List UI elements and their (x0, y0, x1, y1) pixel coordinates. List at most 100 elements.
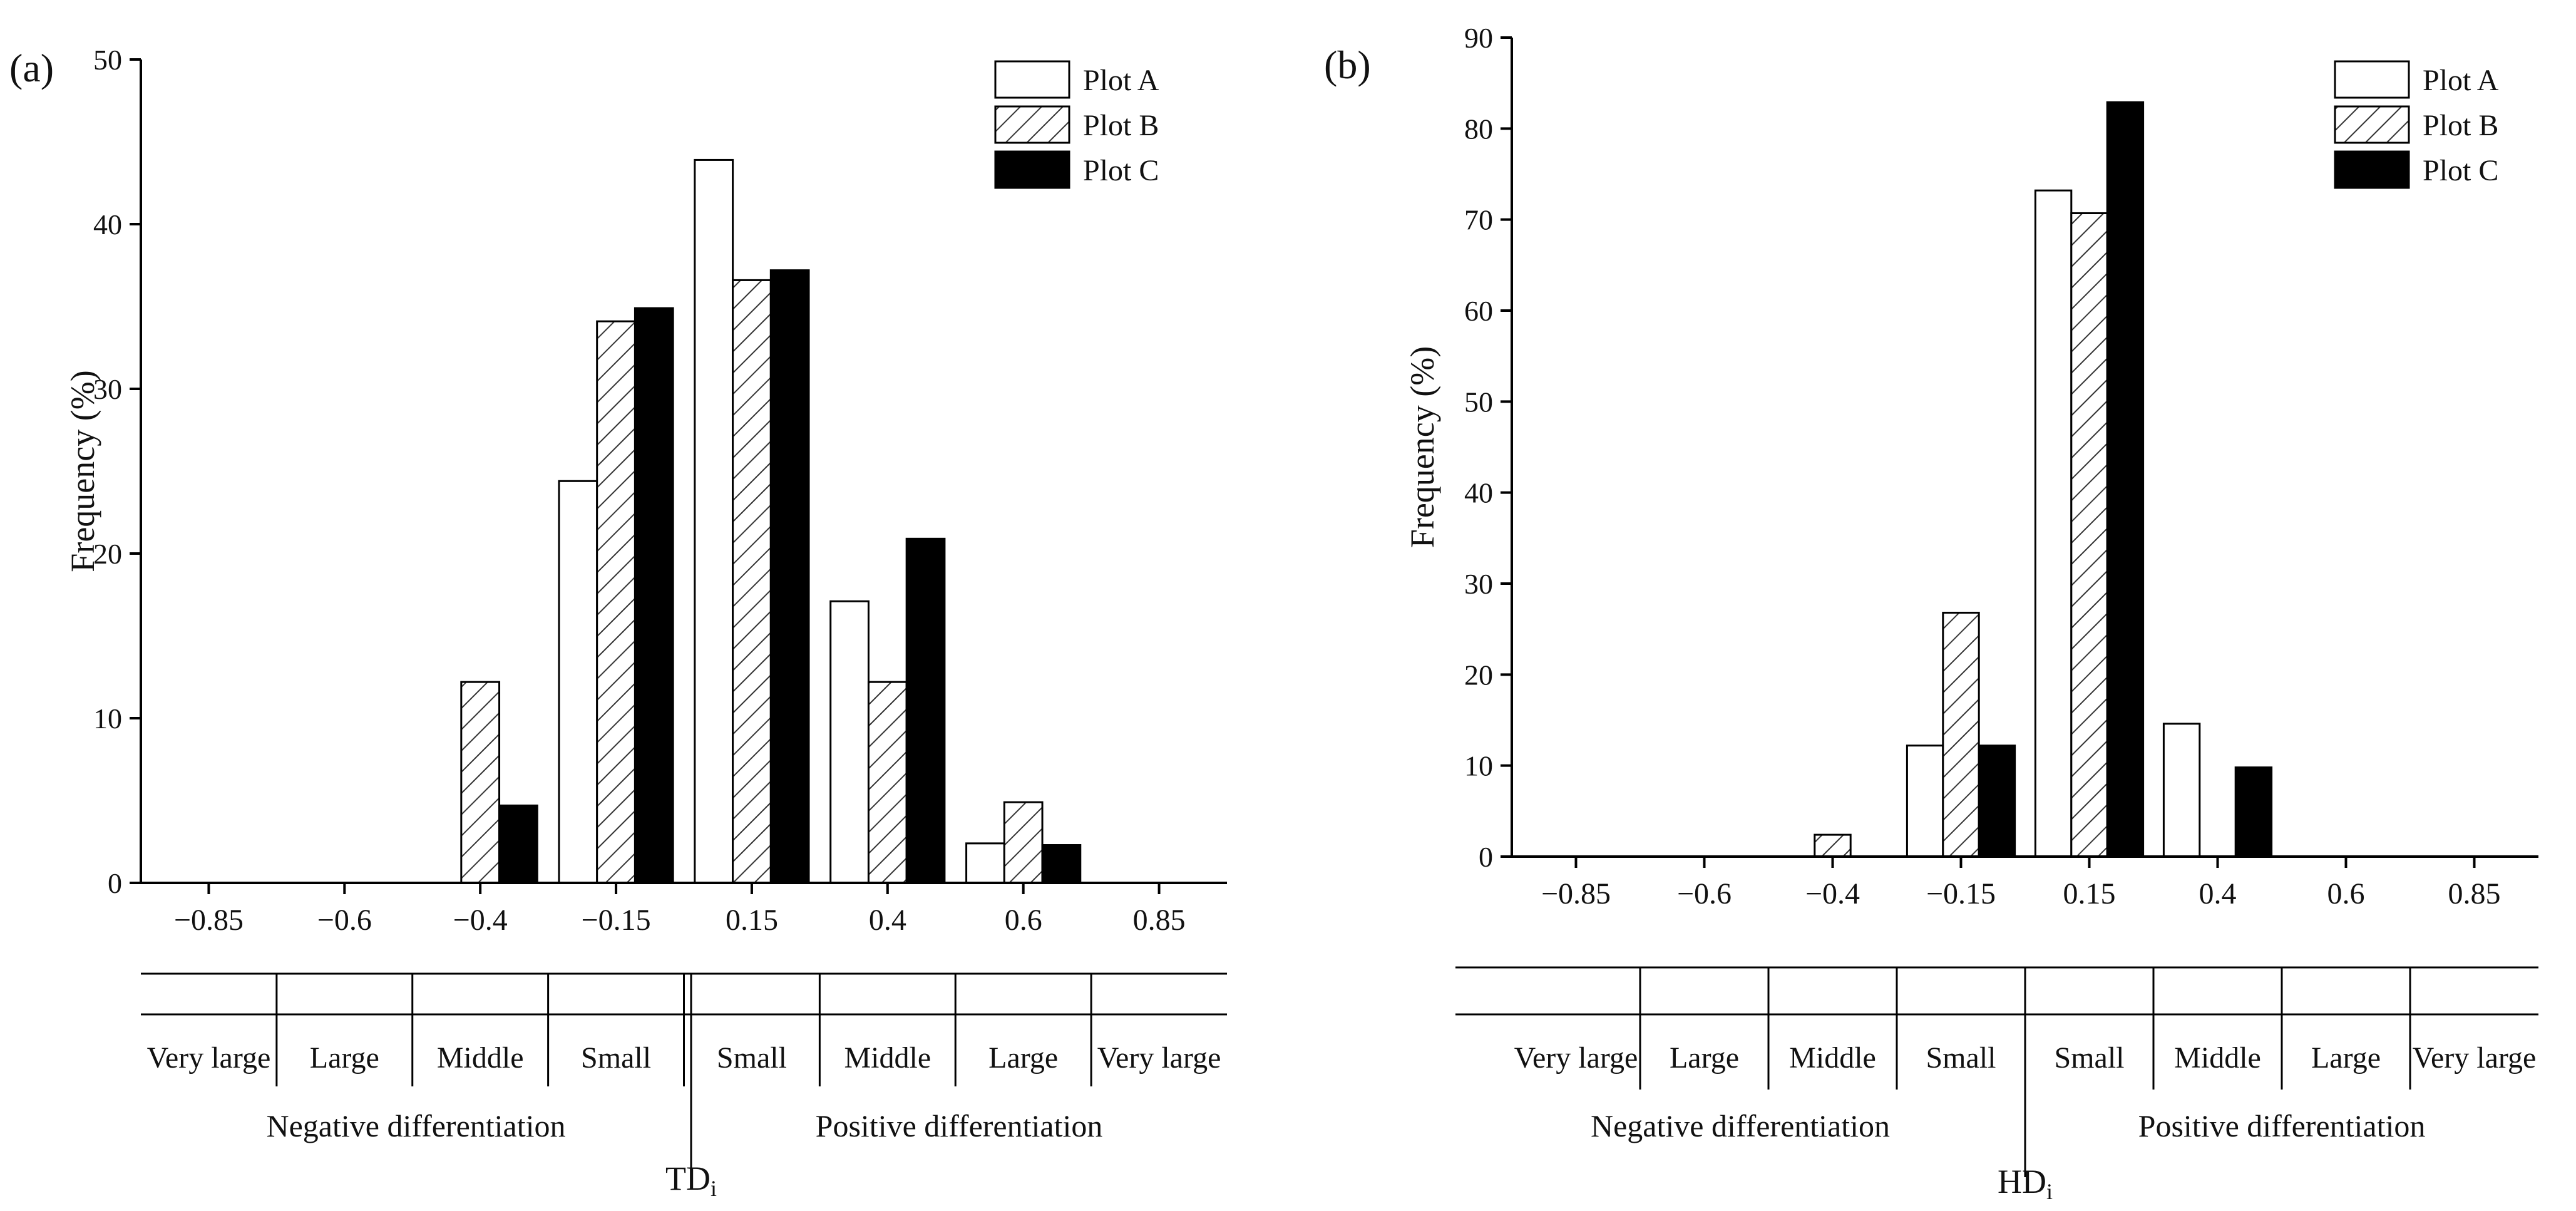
y-tick-label: 50 (1464, 386, 1493, 418)
x-tick-label: −0.4 (1805, 877, 1860, 910)
x-tick-label: 0.4 (2199, 877, 2237, 910)
class-label: Small (2054, 1041, 2124, 1074)
panel-label: (a) (9, 46, 54, 90)
bar-plot-c-4 (769, 269, 810, 884)
bar-plot-c-5 (905, 537, 946, 884)
group-label-positive: Positive differentiation (2138, 1108, 2426, 1143)
y-tick-label: 0 (1479, 841, 1493, 873)
y-tick-label: 60 (1464, 295, 1493, 327)
legend-label: Plot A (2423, 64, 2499, 97)
x-tick-label: 0.85 (1133, 904, 1186, 937)
class-label: Large (1670, 1041, 1739, 1074)
chart-panel-a: 0 10 20 30 40 50 −0.85 −0.6 −0.4 −0.15 0.15 0.4 0.6 0… (9, 44, 1227, 1201)
x-tick-label: 0.6 (2327, 877, 2365, 910)
bar-plot-b-4 (2070, 212, 2108, 858)
y-tick-label: 40 (93, 209, 122, 240)
bar-plot-a-5 (829, 600, 870, 884)
y-axis-label: Frequency (%) (1403, 346, 1441, 548)
bar-plot-b-5 (867, 681, 908, 884)
class-label: Small (717, 1041, 787, 1074)
x-axis-label: TDi (665, 1160, 717, 1201)
y-tick-label: 50 (93, 44, 122, 76)
bar-plot-c-4 (2106, 101, 2145, 858)
class-label: Very large (2413, 1041, 2537, 1074)
y-tick-label: 40 (1464, 477, 1493, 509)
class-label: Very large (1097, 1041, 1221, 1074)
y-tick-label: 30 (1464, 568, 1493, 600)
legend-swatch-plot-b (2334, 105, 2410, 144)
y-tick-label: 30 (93, 373, 122, 405)
bar-plot-c-5 (2234, 766, 2273, 858)
y-tick-label: 90 (1464, 22, 1493, 54)
class-label: Large (2311, 1041, 2381, 1074)
group-label-negative: Negative differentiation (1591, 1108, 1890, 1143)
bar-plot-a-5 (2162, 723, 2201, 858)
bar-plot-a-6 (965, 842, 1005, 884)
x-tick-label: −0.85 (174, 904, 244, 937)
x-tick-label: −0.6 (1677, 877, 1732, 910)
bar-plot-b-3 (596, 320, 636, 884)
y-axis-label: Frequency (%) (64, 370, 101, 572)
class-label: Small (581, 1041, 651, 1074)
bar-plot-a-3 (1906, 745, 1944, 858)
y-tick-label: 70 (1464, 204, 1493, 236)
x-tick-label: 0.4 (869, 904, 906, 937)
x-axis-label: HDi (1998, 1163, 2053, 1204)
x-tick-label: −0.85 (1541, 877, 1611, 910)
bar-plot-c-3 (1978, 745, 2016, 858)
group-label-positive: Positive differentiation (816, 1108, 1103, 1143)
legend-label: Plot B (1083, 109, 1159, 142)
legend-label: Plot A (1083, 64, 1159, 97)
legend-label: Plot C (1083, 154, 1159, 187)
x-axis-label-main: TD (665, 1160, 711, 1197)
y-tick-label: 10 (1464, 750, 1493, 782)
chart-panel-b: 0 10 20 30 40 50 60 70 80 90 −0.85 −0.6 −0.4 −0.15 0.1… (1324, 22, 2538, 1204)
y-tick-label: 10 (93, 703, 122, 734)
bar-plot-b-2 (1814, 833, 1852, 858)
bar-plot-a-4 (2034, 189, 2073, 858)
x-tick-label: −0.4 (453, 904, 508, 937)
legend-swatch-plot-a (994, 60, 1070, 99)
y-tick-label: 20 (1464, 659, 1493, 691)
y-tick-label: 0 (108, 867, 122, 899)
x-axis-label-main: HD (1998, 1163, 2046, 1200)
x-axis-label-sub: i (2046, 1179, 2053, 1204)
x-tick-label: 0.6 (1005, 904, 1042, 937)
legend-swatch-plot-c (2334, 150, 2410, 189)
bar-plot-c-3 (634, 307, 674, 884)
y-tick-label: 80 (1464, 113, 1493, 145)
panel-label: (b) (1324, 43, 1371, 87)
y-tick-label: 20 (93, 538, 122, 570)
legend-swatch-plot-b (994, 105, 1070, 144)
bar-plot-b-6 (1003, 801, 1044, 884)
legend-swatch-plot-c (994, 150, 1070, 189)
bar-plot-a-4 (694, 158, 734, 884)
class-label: Middle (437, 1041, 524, 1074)
class-label: Large (310, 1041, 379, 1074)
class-label: Middle (844, 1041, 931, 1074)
x-tick-label: −0.15 (1926, 877, 1996, 910)
x-tick-label: 0.15 (726, 904, 778, 937)
bar-plot-c-2 (498, 804, 538, 884)
class-label: Small (1926, 1041, 1996, 1074)
bar-plot-b-2 (460, 681, 501, 884)
class-label: Very large (147, 1041, 271, 1074)
legend-swatch-plot-a (2334, 60, 2410, 99)
class-label: Large (988, 1041, 1058, 1074)
legend-label: Plot B (2423, 109, 2498, 142)
x-tick-label: 0.85 (2448, 877, 2501, 910)
x-axis-label-sub: i (711, 1176, 717, 1201)
x-tick-label: −0.15 (582, 904, 651, 937)
class-label: Very large (1514, 1041, 1638, 1074)
group-label-negative: Negative differentiation (266, 1108, 565, 1143)
bar-plot-b-3 (1942, 612, 1980, 858)
bar-plot-c-6 (1041, 844, 1082, 884)
class-label: Middle (2174, 1041, 2261, 1074)
legend-label: Plot C (2423, 154, 2498, 187)
bar-plot-b-4 (732, 279, 772, 884)
class-label: Middle (1789, 1041, 1876, 1074)
bar-plot-a-3 (558, 480, 598, 884)
x-tick-label: −0.6 (317, 904, 372, 937)
